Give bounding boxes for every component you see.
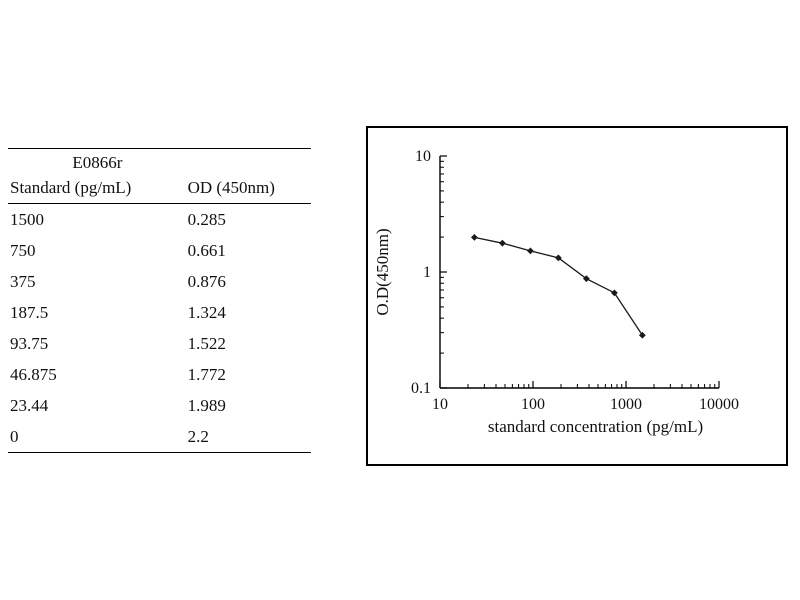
table-title: E0866r <box>72 153 123 172</box>
standard-value: 750 <box>10 241 36 260</box>
data-point-marker <box>638 331 646 339</box>
data-point-marker <box>610 289 618 297</box>
table-body: 1500 0.285 750 0.661 375 0.876 187.5 1.324 93.75… <box>8 204 311 452</box>
standard-value: 23.44 <box>10 396 49 415</box>
od-value: 1.522 <box>187 334 226 353</box>
table-row: 1500 0.285 <box>8 204 311 235</box>
x-axis-title: standard concentration (pg/mL) <box>488 417 703 436</box>
table-row: 750 0.661 <box>8 235 311 266</box>
table-row: 375 0.876 <box>8 266 311 297</box>
data-point-marker <box>526 247 534 255</box>
od-value: 1.989 <box>187 396 226 415</box>
table-row: 46.875 1.772 <box>8 359 311 390</box>
data-point-marker <box>554 254 562 262</box>
standard-value: 46.875 <box>10 365 57 384</box>
y-tick-label: 0.1 <box>411 380 431 397</box>
od-value: 0.661 <box>187 241 226 260</box>
od-value: 2.2 <box>187 427 209 446</box>
x-tick-label: 10 <box>432 396 448 413</box>
table-header-row: Standard (pg/mL) OD (450nm) <box>8 175 311 204</box>
standard-value: 187.5 <box>10 303 49 322</box>
table-row: 187.5 1.324 <box>8 297 311 328</box>
table-row: 93.75 1.522 <box>8 328 311 359</box>
od-value: 1.324 <box>187 303 226 322</box>
y-tick-label: 10 <box>415 148 431 165</box>
x-tick-label: 10000 <box>699 396 739 413</box>
od-value: 0.285 <box>187 210 226 229</box>
standard-value: 93.75 <box>10 334 49 353</box>
data-series-line <box>474 236 643 336</box>
od-value: 1.772 <box>187 365 226 384</box>
standard-value: 375 <box>10 272 36 291</box>
data-point-marker <box>471 233 478 241</box>
standards-table: E0866r Standard (pg/mL) OD (450nm) 1500 0… <box>8 148 311 453</box>
data-point-marker <box>498 239 506 247</box>
x-tick-label: 100 <box>521 396 545 413</box>
od-value: 0.876 <box>187 272 226 291</box>
standard-curve-chart: 10 100 1000 10000 0.1 1 10 standard concentrati… <box>366 126 788 466</box>
y-axis-title: O.D(450nm) <box>373 228 392 315</box>
table-row: 0 2.2 <box>8 421 311 452</box>
table-row: 23.44 1.989 <box>8 390 311 421</box>
standard-value: 0 <box>10 427 19 446</box>
column-header-standard: Standard (pg/mL) <box>10 178 132 197</box>
y-tick-label: 1 <box>423 264 431 281</box>
x-tick-label: 1000 <box>610 396 642 413</box>
standard-value: 1500 <box>10 210 44 229</box>
chart-plot-area: 10 100 1000 10000 0.1 1 10 standard concentrati… <box>373 148 739 436</box>
column-header-od: OD (450nm) <box>187 178 275 197</box>
data-point-marker <box>582 275 590 283</box>
